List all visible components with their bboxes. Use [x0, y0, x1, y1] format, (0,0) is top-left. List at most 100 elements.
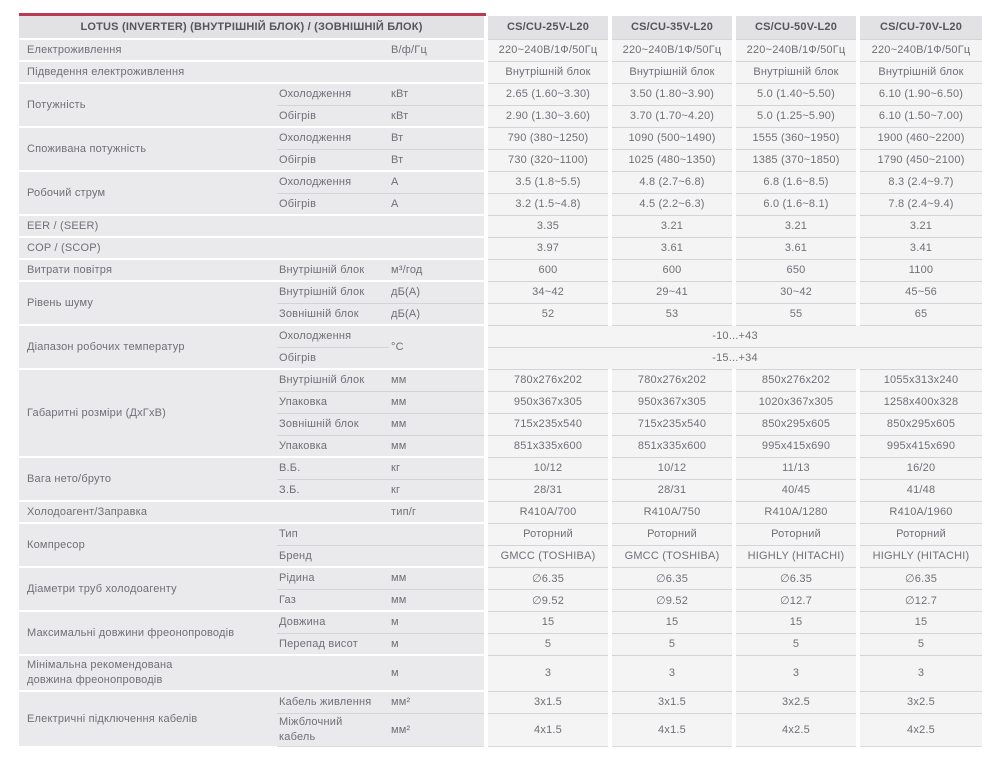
unit-cell: м — [389, 632, 487, 655]
sub-param-cell: Охолодження — [277, 324, 389, 347]
value-cell: 851x335x600 — [484, 434, 611, 457]
value-cell: Роторний — [732, 522, 859, 545]
value-cell: 2.90 (1.30~3.60) — [484, 104, 611, 127]
value-cell: 3.70 (1.70~4.20) — [608, 104, 735, 127]
unit-cell: мм — [389, 588, 487, 611]
unit-cell: А — [389, 192, 487, 215]
value-cell: GMCC (TOSHIBA) — [608, 544, 735, 567]
sub-param-cell: Внутрішній блок — [277, 258, 389, 281]
value-cell: 1790 (450~2100) — [856, 148, 983, 171]
spec-row: EER / (SEER) 3.35 3.21 3.21 3.21 — [19, 214, 983, 237]
spec-row: Габаритні розміри (ДхГхВ) Внутрішній блок… — [19, 368, 983, 457]
spec-row: Обігрів Вт 730 (320~1100) 1025 (480~1350) 13… — [19, 148, 983, 171]
value-cell: ∅9.52 — [484, 588, 611, 611]
spec-row: Електричні підключення кабелів Кабель жив… — [19, 690, 983, 746]
value-cell: 220~240В/1Ф/50Гц — [608, 38, 735, 61]
sub-param-cell: З.Б. — [277, 478, 389, 501]
param-cell: Підведення електроживлення — [19, 60, 487, 83]
unit-cell — [389, 544, 487, 567]
spec-row: Обігрів -15...+34 — [19, 346, 983, 369]
value-cell: 3.50 (1.80~3.90) — [608, 82, 735, 105]
unit-cell: Вт — [389, 126, 487, 149]
value-cell: 4.8 (2.7~6.8) — [608, 170, 735, 193]
value-cell: 6.0 (1.6~8.1) — [732, 192, 859, 215]
value-cell: 3.21 — [856, 214, 983, 237]
value-cell: 1025 (480~1350) — [608, 148, 735, 171]
value-cell: ∅6.35 — [856, 566, 983, 589]
value-cell: 3 — [484, 654, 611, 691]
value-cell: 780x276x202 — [484, 368, 611, 391]
value-cell: 650 — [732, 258, 859, 281]
value-cell: 15 — [732, 610, 859, 633]
sub-param-cell: Газ — [277, 588, 389, 611]
spec-row: Обігрів А 3.2 (1.5~4.8) 4.5 (2.2~6.3) 6.0 (1… — [19, 192, 983, 215]
accent-line — [19, 13, 486, 16]
param-cell: Холодоагент/Заправка — [19, 500, 389, 523]
value-cell: ∅6.35 — [484, 566, 611, 589]
value-cell: 28/31 — [484, 478, 611, 501]
unit-cell — [389, 522, 487, 545]
range-value-cell: -10...+43 — [484, 324, 983, 347]
sub-param-cell: Охолодження — [277, 170, 389, 193]
sub-param-cell: Зовнішній блок — [277, 412, 389, 435]
value-cell: 220~240В/1Ф/50Гц — [856, 38, 983, 61]
value-cell: 6.10 (1.90~6.50) — [856, 82, 983, 105]
sub-param-cell: Бренд — [277, 544, 389, 567]
value-cell: 34~42 — [484, 280, 611, 303]
value-cell: 790 (380~1250) — [484, 126, 611, 149]
value-cell: 10/12 — [608, 456, 735, 479]
table-title: LOTUS (INVERTER) (ВНУТРІШНІЙ БЛОК) / (ЗО… — [19, 16, 487, 39]
unit-cell: мм — [389, 368, 487, 391]
sub-param-cell: Охолодження — [277, 82, 389, 105]
sub-param-cell: Обігрів — [277, 104, 389, 127]
value-cell: 11/13 — [732, 456, 859, 479]
spec-row: Газ мм ∅9.52 ∅9.52 ∅12.7 ∅12.7 — [19, 588, 983, 611]
value-cell: ∅12.7 — [856, 588, 983, 611]
value-cell: 3x1.5 — [484, 690, 611, 713]
value-cell: 4x1.5 — [484, 712, 611, 747]
value-cell: 28/31 — [608, 478, 735, 501]
value-cell: 52 — [484, 302, 611, 325]
sub-param-cell: Внутрішній блок — [277, 280, 389, 303]
value-cell: 600 — [608, 258, 735, 281]
unit-cell: кг — [389, 456, 487, 479]
value-cell: 5.0 (1.25~5.90) — [732, 104, 859, 127]
value-cell: 10/12 — [484, 456, 611, 479]
unit-cell: мм² — [389, 690, 487, 713]
unit-cell: °C — [389, 324, 487, 369]
unit-cell: кВт — [389, 104, 487, 127]
sub-param-cell: Охолодження — [277, 126, 389, 149]
spec-row: Бренд GMCC (TOSHIBA) GMCC (TOSHIBA) HIGHLY … — [19, 544, 983, 567]
unit-cell: мм² — [389, 712, 487, 747]
param-cell: Максимальні довжини фреонопроводів — [19, 610, 277, 655]
param-cell: Потужність — [19, 82, 277, 127]
spec-row: Зовнішній блок дБ(А) 52 53 55 65 — [19, 302, 983, 325]
sub-param-cell: Зовнішній блок — [277, 302, 389, 325]
spec-table: LOTUS (INVERTER) (ВНУТРІШНІЙ БЛОК) / (ЗО… — [19, 16, 983, 747]
spec-row: Максимальні довжини фреонопроводів Довжин… — [19, 610, 983, 655]
unit-cell: мм — [389, 566, 487, 589]
value-cell: 851x335x600 — [608, 434, 735, 457]
value-cell: 5 — [732, 632, 859, 655]
value-cell: 850x295x605 — [856, 412, 983, 435]
value-cell: Внутрішній блок — [484, 60, 611, 83]
value-cell: Внутрішній блок — [856, 60, 983, 83]
value-cell: 950x367x305 — [608, 390, 735, 413]
spec-row: Упаковка мм 950x367x305 950x367x305 1020x367… — [19, 390, 983, 413]
sub-param-cell: Внутрішній блок — [277, 368, 389, 391]
sub-param-cell: Упаковка — [277, 434, 389, 457]
param-cell: Компресор — [19, 522, 277, 567]
unit-cell: В/ф/Гц — [389, 38, 487, 61]
param-cell: Робочий струм — [19, 170, 277, 215]
param-cell: Витрати повітря — [19, 258, 277, 281]
param-cell: Діаметри труб холодоагенту — [19, 566, 277, 611]
spec-row: Холодоагент/Заправка тип/г R410A/700 R410A/… — [19, 500, 983, 523]
sub-param-cell: Упаковка — [277, 390, 389, 413]
spec-row: Мінімальна рекомендована довжина фреоноп… — [19, 654, 983, 691]
param-cell: EER / (SEER) — [19, 214, 487, 237]
value-cell: 1100 — [856, 258, 983, 281]
value-cell: 15 — [856, 610, 983, 633]
param-cell: Рівень шуму — [19, 280, 277, 325]
spec-row: Рівень шуму Внутрішній блок дБ(А) 34~42 29~4… — [19, 280, 983, 325]
spec-row: Міжблочний кабель мм² 4x1.5 4x1.5 4x2.5 4x2.5 — [19, 712, 983, 747]
